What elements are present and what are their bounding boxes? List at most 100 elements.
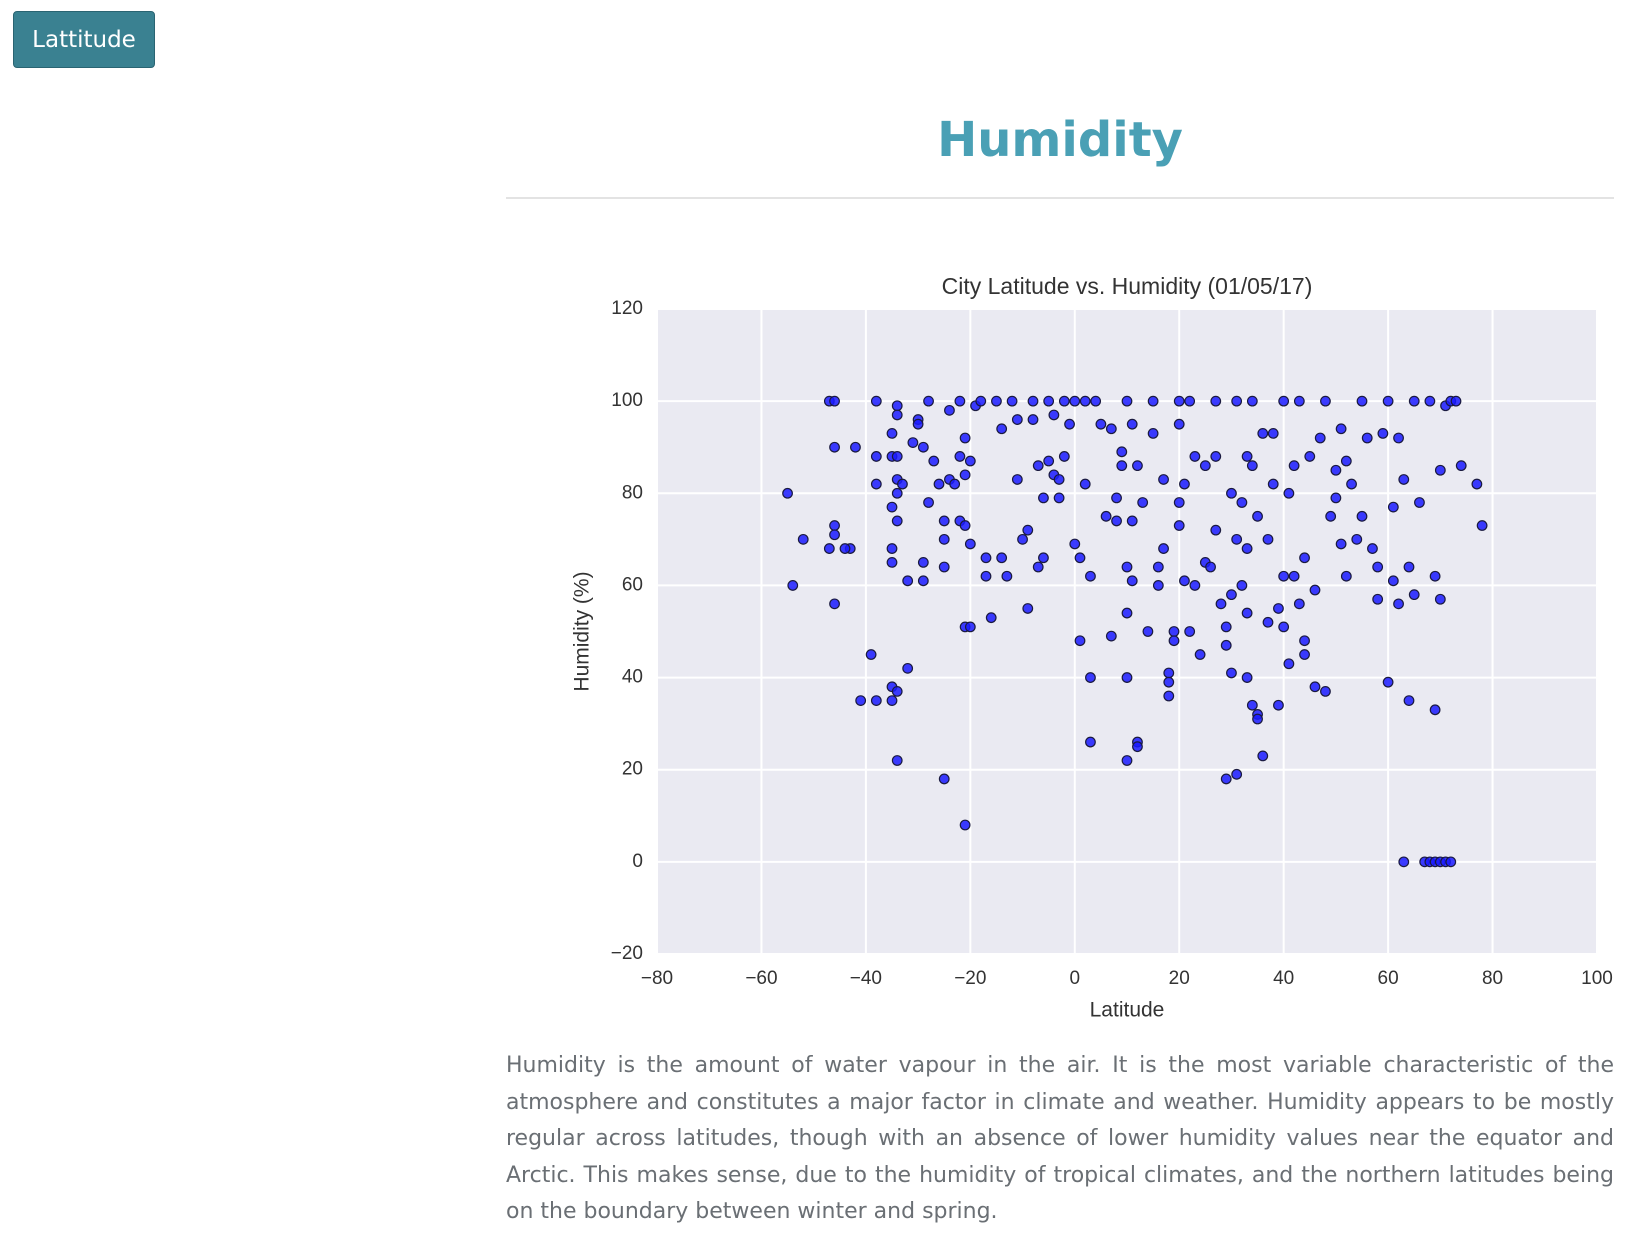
scatter-point [1189,580,1201,591]
x-tick-label: −60 [745,968,777,989]
scatter-point [1367,543,1378,554]
scatter-point [1210,524,1222,536]
scatter-point [1006,395,1018,407]
scatter-point [1179,575,1190,587]
scatter-point [1408,589,1420,601]
scatter-point [1393,598,1404,610]
scatter-point [1168,635,1180,647]
scatter-point [1299,635,1310,647]
x-tick-label: 100 [1581,968,1613,989]
scatter-point [1372,561,1384,573]
y-tick-label: 0 [632,851,643,872]
scatter-point [1017,533,1028,545]
y-tick-label: 40 [622,667,643,688]
scatter-point [787,580,799,591]
x-tick-label: 60 [1378,968,1399,989]
scatter-point [964,455,976,467]
scatter-point [1241,543,1253,554]
scatter-point [1105,423,1117,435]
scatter-point [865,649,877,660]
scatter-point [891,755,903,766]
scatter-point [1236,580,1248,591]
section-heading: Humidity [937,112,1183,168]
scatter-point [891,409,903,421]
scatter-point [1173,497,1185,508]
scatter-point [1043,395,1055,407]
scatter-point [1011,414,1023,425]
scatter-point [1189,451,1201,462]
scatter-point [1121,755,1133,766]
scatter-point [1137,497,1149,508]
scatter-point [1278,395,1290,407]
scatter-point [1267,427,1279,439]
scatter-point [1403,561,1415,573]
scatter-point [1079,478,1091,490]
scatter-point [1252,510,1263,522]
scatter-point [1241,607,1253,619]
scatter-point [829,529,840,541]
scatter-point [938,533,950,545]
scatter-point [1053,474,1065,485]
scatter-point [1241,672,1253,683]
scatter-point [850,441,861,453]
scatter-point [1246,395,1258,407]
scatter-point [1147,427,1159,439]
scatter-point [959,819,971,831]
scatter-point [933,478,945,490]
plot-area [657,309,1597,954]
lattitude-button[interactable]: Lattitude [13,11,155,68]
scatter-point [1069,538,1081,550]
scatter-point [1335,538,1347,550]
scatter-point [886,501,898,513]
scatter-point [964,621,976,633]
scatter-point [1278,570,1290,582]
scatter-point [1111,515,1122,527]
scatter-point [1121,561,1133,573]
scatter-point [996,423,1008,435]
scatter-point [1126,515,1138,527]
scatter-point [1220,621,1232,633]
scatter-point [938,561,950,573]
scatter-point [1095,418,1107,430]
scatter-point [1403,695,1415,707]
scatter-point [1335,423,1347,435]
scatter-point [949,478,961,490]
scatter-point [1116,460,1128,472]
scatter-point [829,520,840,531]
chart-title: City Latitude vs. Humidity (01/05/17) [942,273,1313,299]
scatter-point [959,432,971,444]
x-tick-label: 40 [1273,968,1294,989]
scatter-point [954,451,966,462]
scatter-point [959,469,971,481]
scatter-point [897,478,908,490]
scatter-point [870,478,882,490]
scatter-point [870,395,882,407]
scatter-point [1351,533,1363,545]
y-tick-label: 20 [622,759,643,780]
scatter-point [1226,667,1237,679]
scatter-point [1340,570,1352,582]
description: Humidity is the amount of water vapour i… [506,1053,1614,1224]
scatter-point [1173,395,1185,407]
scatter-point [996,552,1008,564]
scatter-point [1414,497,1425,508]
scatter-point [1220,639,1232,651]
scatter-point [991,395,1002,407]
divider [506,197,1614,199]
scatter-point [1445,856,1457,868]
scatter-point [1069,395,1081,407]
scatter-point [886,543,898,554]
scatter-point [1116,446,1128,458]
scatter-point [1079,395,1091,407]
scatter-point [855,695,867,707]
scatter-point [1100,510,1112,522]
scatter-point [1293,395,1305,407]
scatter-point [938,515,950,527]
scatter-point [1121,607,1133,619]
scatter-point [1267,478,1279,490]
scatter-point [1262,616,1274,628]
scatter-point [1022,603,1034,614]
scatter-point [829,441,840,453]
scatter-point [1309,681,1321,693]
